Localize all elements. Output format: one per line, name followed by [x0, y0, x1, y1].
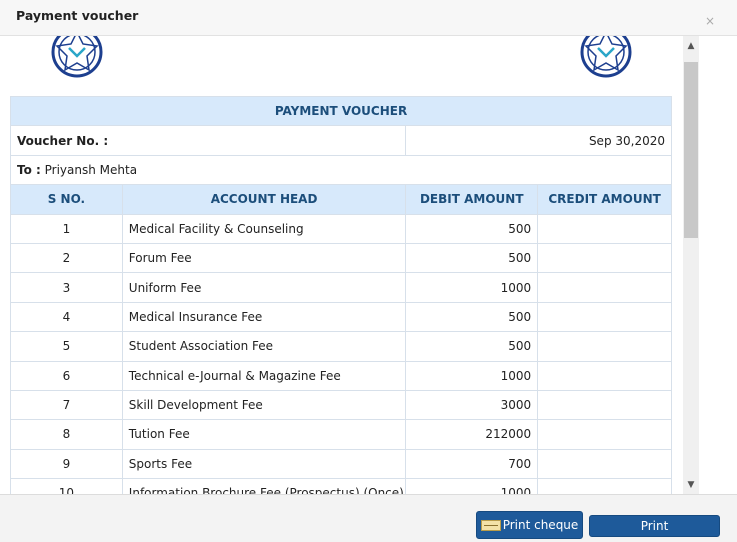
table-row: 4 Medical Insurance Fee 500: [10, 301, 672, 333]
payee-label: To :: [17, 162, 41, 177]
table-row: 1 Medical Facility & Counseling 500: [10, 213, 672, 244]
payee-name: Priyansh Mehta: [44, 162, 138, 177]
print-cheque-label: Print cheque: [502, 518, 579, 532]
row-debit-amount: 500: [405, 242, 539, 274]
voucher-banner-row: PAYMENT VOUCHER: [10, 95, 672, 127]
row-credit-amount: [537, 242, 672, 274]
table-row: 7 Skill Development Fee 3000: [10, 389, 672, 421]
row-account-head: Uniform Fee: [121, 272, 407, 303]
voucher-number-row: Voucher No. : Sep 30,2020: [9, 125, 672, 156]
institution-emblem-icon: [51, 36, 103, 78]
row-account-head: Student Association Fee: [121, 331, 407, 362]
payee-cell: To : Priyansh Mehta: [10, 154, 672, 186]
voucher-banner: PAYMENT VOUCHER: [10, 95, 672, 127]
row-sno: 3: [10, 272, 123, 303]
voucher-number-label: Voucher No. :: [17, 133, 109, 148]
row-account-head: Sports Fee: [121, 448, 407, 480]
row-debit-amount: 1000: [405, 360, 539, 391]
row-debit-amount: 700: [405, 448, 539, 480]
row-credit-amount: [537, 331, 672, 362]
voucher-date: Sep 30,2020: [405, 125, 672, 156]
table-row: 9 Sports Fee 700: [10, 448, 672, 480]
cheque-icon: [480, 519, 501, 531]
table-row: 3 Uniform Fee 1000: [10, 272, 672, 303]
close-icon[interactable]: ×: [704, 14, 715, 28]
row-account-head: Information Brochure Fee (Prospectus) (O…: [121, 478, 407, 494]
payee-row: To : Priyansh Mehta: [10, 154, 672, 186]
row-sno: 7: [10, 389, 123, 421]
dialog-footer: Print cheque Print: [0, 494, 737, 542]
row-account-head: Medical Facility & Counseling: [121, 213, 407, 244]
row-credit-amount: [537, 360, 672, 391]
row-credit-amount: [537, 419, 672, 450]
column-header-credit-amount: CREDIT AMOUNT: [537, 184, 672, 215]
table-row: 10 Information Brochure Fee (Prospectus) …: [10, 478, 672, 494]
dialog-title: Payment voucher: [16, 8, 139, 23]
table-row: 5 Student Association Fee 500: [10, 331, 672, 362]
row-sno: 5: [10, 331, 123, 362]
row-credit-amount: [537, 213, 672, 244]
row-sno: 1: [10, 213, 123, 244]
row-credit-amount: [537, 478, 672, 494]
row-credit-amount: [537, 389, 672, 421]
voucher-number-cell: Voucher No. :: [9, 125, 407, 156]
scroll-up-icon[interactable]: ▲: [687, 41, 695, 51]
row-sno: 2: [10, 242, 123, 274]
row-debit-amount: 3000: [405, 389, 539, 421]
column-header-debit-amount: DEBIT AMOUNT: [405, 184, 539, 215]
row-sno: 9: [10, 448, 123, 480]
vertical-scrollbar[interactable]: ▲ ▼: [683, 36, 699, 494]
row-credit-amount: [537, 272, 672, 303]
table-row: 8 Tution Fee 212000: [10, 419, 672, 450]
row-account-head: Tution Fee: [121, 419, 407, 450]
row-debit-amount: 1000: [405, 272, 539, 303]
row-credit-amount: [537, 301, 672, 333]
row-account-head: Skill Development Fee: [121, 389, 407, 421]
row-debit-amount: 500: [405, 213, 539, 244]
row-debit-amount: 1000: [405, 478, 539, 494]
institution-emblem-icon: [580, 36, 632, 78]
table-row: 6 Technical e-Journal & Magazine Fee 1000: [10, 360, 672, 391]
print-button[interactable]: Print: [589, 515, 720, 537]
row-sno: 8: [10, 419, 123, 450]
scroll-down-icon[interactable]: ▼: [687, 480, 695, 490]
row-credit-amount: [537, 448, 672, 480]
row-sno: 4: [10, 301, 123, 333]
table-row: 2 Forum Fee 500: [10, 242, 672, 274]
row-sno: 6: [10, 360, 123, 391]
scrollbar-thumb[interactable]: [684, 62, 698, 238]
row-account-head: Medical Insurance Fee: [121, 301, 407, 333]
row-debit-amount: 500: [405, 301, 539, 333]
row-debit-amount: 212000: [405, 419, 539, 450]
column-header-row: S NO. ACCOUNT HEAD DEBIT AMOUNT CREDIT A…: [10, 184, 672, 215]
column-header-sno: S NO.: [10, 184, 123, 215]
row-account-head: Technical e-Journal & Magazine Fee: [121, 360, 407, 391]
voucher-content[interactable]: PAYMENT VOUCHER Voucher No. : Sep 30,202…: [0, 36, 737, 494]
voucher-table: PAYMENT VOUCHER Voucher No. : Sep 30,202…: [9, 95, 672, 494]
print-label: Print: [640, 519, 669, 533]
row-sno: 10: [10, 478, 123, 494]
row-debit-amount: 500: [405, 331, 539, 362]
column-header-account-head: ACCOUNT HEAD: [121, 184, 407, 215]
row-account-head: Forum Fee: [121, 242, 407, 274]
print-cheque-button[interactable]: Print cheque: [476, 511, 583, 539]
dialog-titlebar: Payment voucher ×: [0, 0, 737, 36]
